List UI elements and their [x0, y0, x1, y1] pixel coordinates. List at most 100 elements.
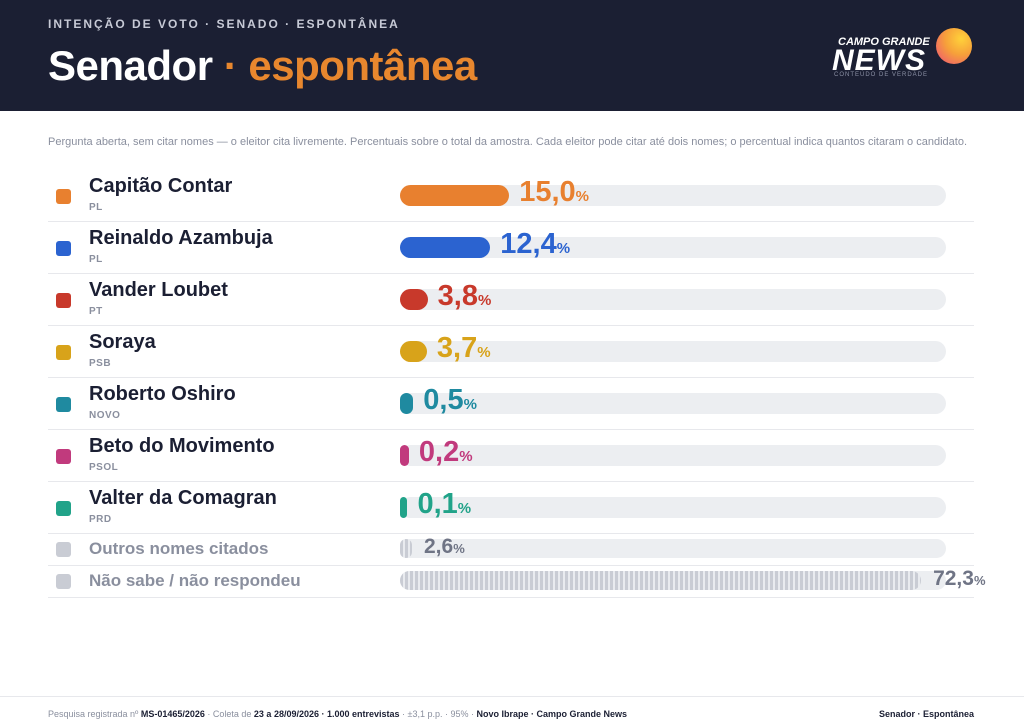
- candidate-name: Beto do Movimento: [89, 435, 275, 457]
- value-number: 72,3: [933, 567, 974, 590]
- footer-coleta-label: · Coleta de: [204, 709, 254, 719]
- page-title: Senador · espontânea: [48, 42, 477, 90]
- value-unit: %: [463, 396, 477, 413]
- methodology-note: Pergunta aberta, sem citar nomes — o ele…: [48, 136, 967, 148]
- candidate-color-swatch: [56, 449, 71, 464]
- candidate-name: Capitão Contar: [89, 175, 233, 197]
- results-list: Capitão Contar PL 15,0% Reinaldo Azambuja PL…: [48, 170, 986, 598]
- logo-top-text: CAMPO GRANDE: [838, 36, 930, 48]
- value-label: 12,4%: [500, 228, 570, 261]
- bar: [400, 185, 510, 206]
- bar-track: [400, 237, 946, 258]
- bar-track: [400, 393, 946, 414]
- candidate-name: Roberto Oshiro: [89, 383, 236, 405]
- value-unit: %: [477, 344, 491, 361]
- candidate-row: Soraya PSB 3,7%: [48, 326, 974, 378]
- bar: [400, 571, 922, 590]
- bar-track: [400, 571, 946, 590]
- candidate-name: Valter da Comagran: [89, 487, 277, 509]
- bar: [400, 539, 412, 558]
- bar-track: [400, 539, 946, 558]
- value-label: 72,3%: [933, 567, 985, 591]
- bar: [400, 341, 427, 362]
- bar: [400, 393, 414, 414]
- candidate-party: PSB: [89, 358, 112, 369]
- logo-sub-text: CONTEÚDO DE VERDADE: [834, 72, 929, 78]
- value-number: 0,2: [418, 436, 460, 468]
- value-number: 3,8: [437, 280, 478, 312]
- value-unit: %: [453, 541, 465, 556]
- title-accent: espontânea: [248, 42, 477, 89]
- candidate-color-swatch: [56, 397, 71, 412]
- candidate-party: NOVO: [89, 410, 121, 421]
- other-color-swatch: [56, 574, 71, 589]
- candidate-color-swatch: [56, 501, 71, 516]
- footer-reg-value: MS-01465/2026: [140, 709, 205, 719]
- candidate-party: PRD: [89, 514, 112, 525]
- value-label: 3,8%: [438, 280, 492, 313]
- bar: [400, 289, 428, 310]
- candidate-row: Capitão Contar PL 15,0%: [48, 170, 974, 222]
- bar: [400, 237, 491, 258]
- bar-track: [400, 341, 946, 362]
- logo-main-text: NEWS: [832, 44, 926, 77]
- value-number: 15,0: [519, 176, 576, 208]
- candidate-row: Beto do Movimento PSOL 0,2%: [48, 430, 974, 482]
- other-row: Outros nomes citados 2,6%: [48, 534, 974, 566]
- value-unit: %: [459, 448, 473, 465]
- value-number: 0,1: [417, 488, 458, 520]
- candidate-party: PT: [89, 306, 103, 317]
- candidate-party: PL: [89, 254, 103, 265]
- footer-reg-label: Pesquisa registrada nº: [48, 709, 141, 719]
- candidate-name: Soraya: [89, 331, 156, 353]
- candidate-color-swatch: [56, 293, 71, 308]
- candidate-color-swatch: [56, 189, 71, 204]
- candidate-color-swatch: [56, 345, 71, 360]
- other-name: Não sabe / não respondeu: [89, 571, 301, 590]
- value-label: 0,5%: [423, 384, 477, 417]
- candidate-row: Roberto Oshiro NOVO 0,5%: [48, 378, 974, 430]
- value-label: 3,7%: [437, 332, 491, 365]
- title-separator: ·: [212, 42, 249, 89]
- bar: [400, 445, 409, 466]
- candidate-party: PSOL: [89, 462, 119, 473]
- candidate-name: Vander Loubet: [89, 279, 228, 301]
- kicker: INTENÇÃO DE VOTO · SENADO · ESPONTÂNEA: [48, 17, 400, 31]
- bar-track: [400, 445, 946, 466]
- title-main: Senador: [48, 42, 213, 89]
- value-label: 0,1%: [417, 488, 471, 521]
- value-label: 15,0%: [519, 176, 589, 209]
- candidate-row: Vander Loubet PT 3,8%: [48, 274, 974, 326]
- footer: Pesquisa registrada nº MS-01465/2026 · C…: [0, 696, 1024, 728]
- value-unit: %: [973, 573, 986, 588]
- bar-track: [400, 185, 946, 206]
- footer-right: Senador · Espontânea: [878, 709, 974, 719]
- other-color-swatch: [56, 542, 71, 557]
- footer-source: Novo Ibrape · Campo Grande News: [476, 709, 628, 719]
- footer-coleta-value: 23 a 28/09/2026 · 1.000 entrevistas: [253, 709, 400, 719]
- footer-info: Pesquisa registrada nº MS-01465/2026 · C…: [48, 709, 627, 719]
- candidate-name: Reinaldo Azambuja: [89, 227, 273, 249]
- value-unit: %: [575, 188, 589, 205]
- value-unit: %: [477, 292, 492, 309]
- bar: [400, 497, 408, 518]
- candidate-party: PL: [89, 202, 103, 213]
- bar-track: [400, 497, 946, 518]
- value-unit: %: [556, 240, 571, 257]
- candidate-color-swatch: [56, 241, 71, 256]
- value-label: 2,6%: [424, 535, 465, 559]
- bar-track: [400, 289, 946, 310]
- value-number: 2,6: [424, 535, 454, 558]
- footer-margin: · ±3,1 p.p. · 95% ·: [399, 709, 477, 719]
- value-number: 12,4: [500, 228, 557, 260]
- value-unit: %: [457, 500, 472, 517]
- candidate-row: Reinaldo Azambuja PL 12,4%: [48, 222, 974, 274]
- candidate-row: Valter da Comagran PRD 0,1%: [48, 482, 974, 534]
- value-label: 0,2%: [419, 436, 473, 469]
- value-number: 3,7: [436, 332, 478, 364]
- other-name: Outros nomes citados: [89, 539, 269, 558]
- header: INTENÇÃO DE VOTO · SENADO · ESPONTÂNEA S…: [0, 0, 1024, 111]
- logo-orb-icon: [936, 28, 972, 64]
- value-number: 0,5: [423, 384, 464, 416]
- other-row: Não sabe / não respondeu 72,3%: [48, 566, 986, 598]
